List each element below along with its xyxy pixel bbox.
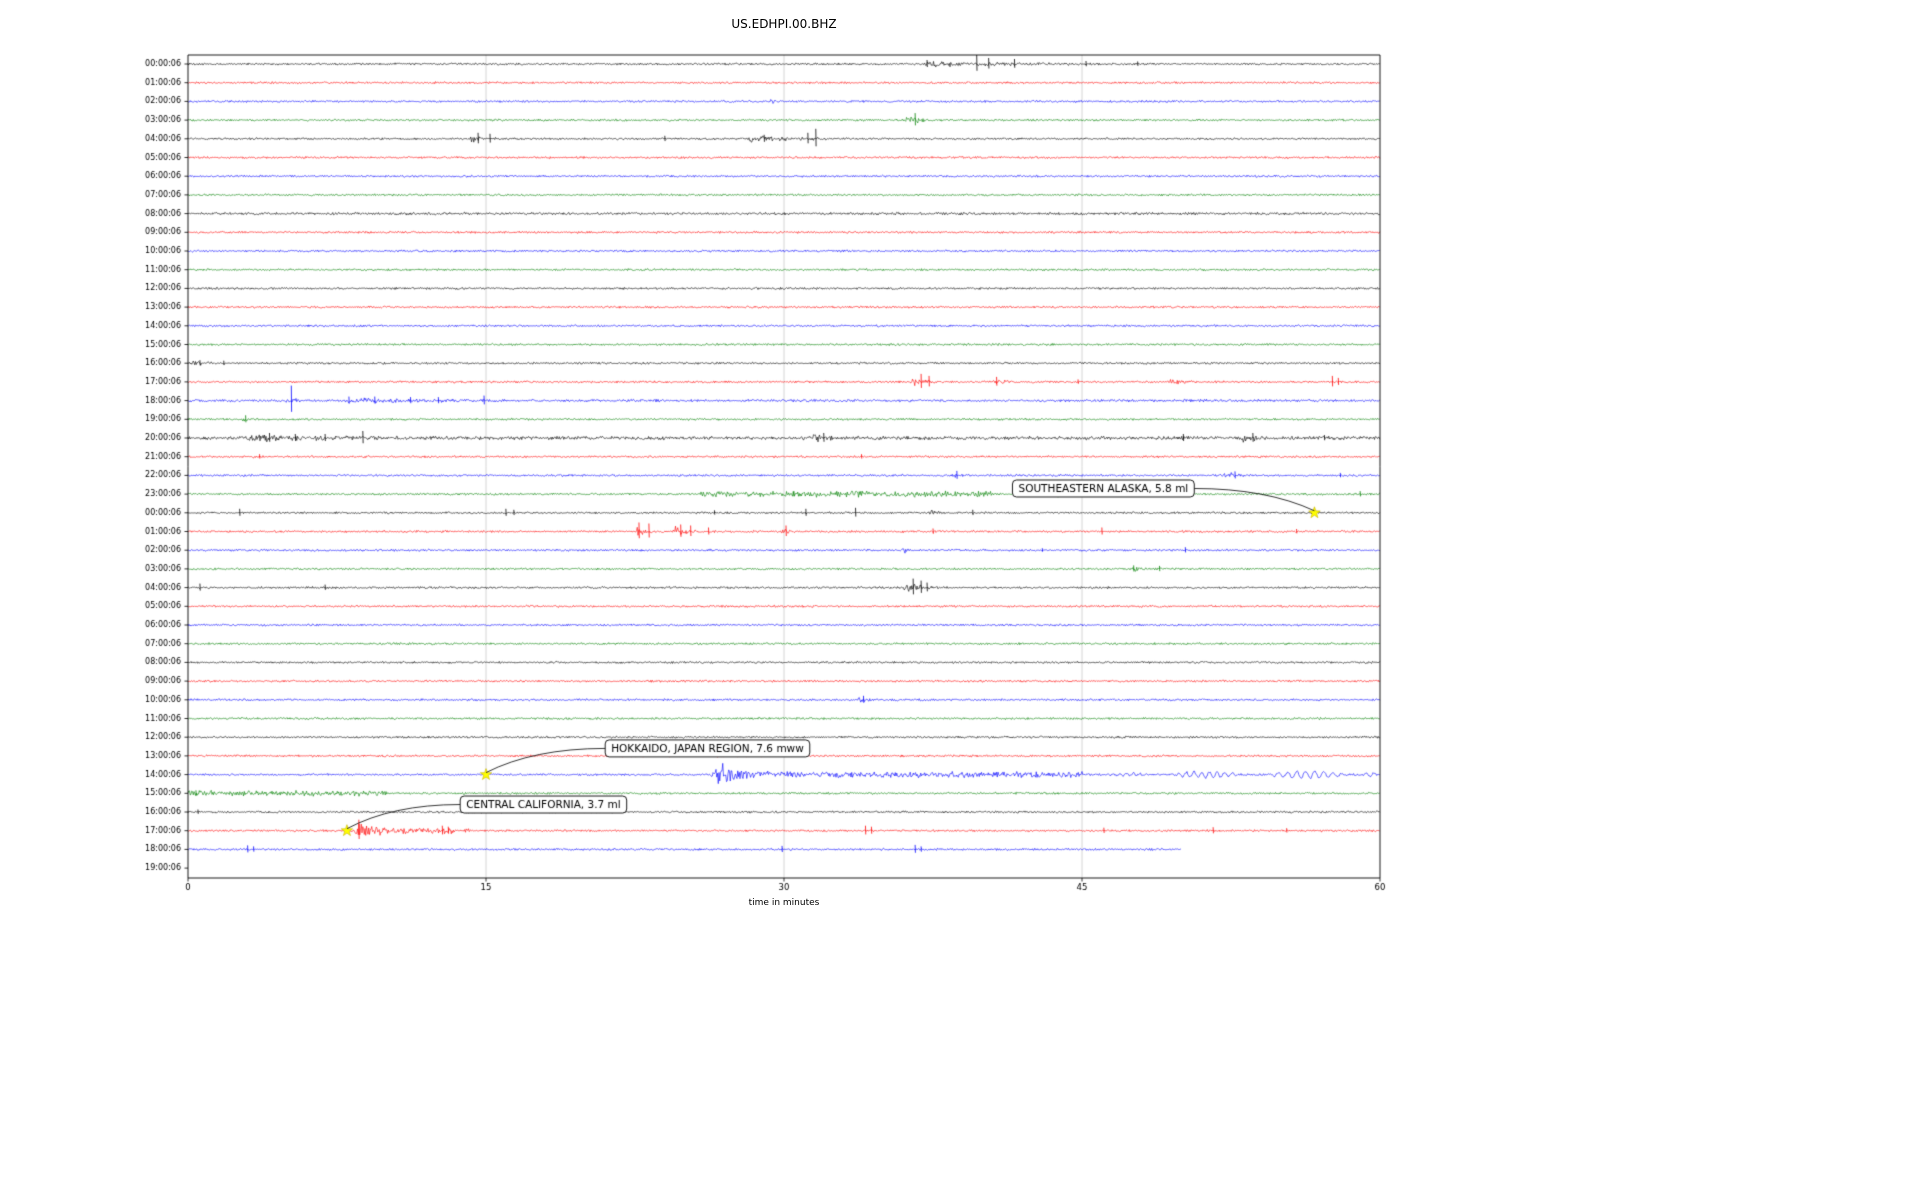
x-axis-label: time in minutes bbox=[748, 898, 820, 908]
chart-title: US.EDHPI.00.BHZ bbox=[731, 17, 837, 31]
